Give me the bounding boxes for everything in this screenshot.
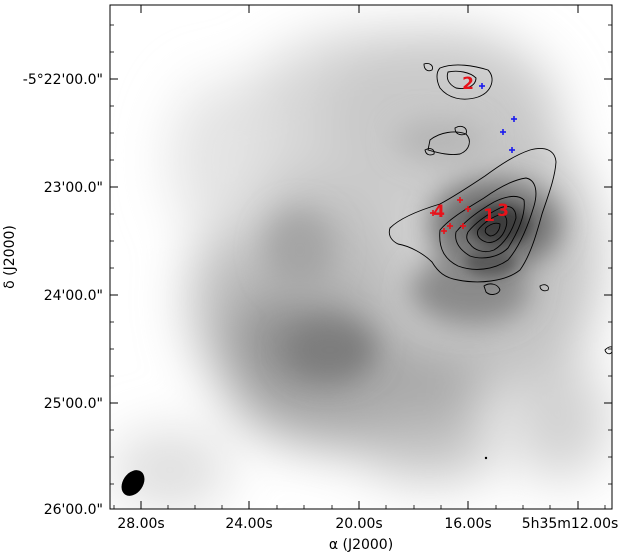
y-tick-label: 23'00.0" bbox=[44, 180, 103, 196]
source-label-2: 2 bbox=[462, 74, 474, 94]
red-source-markers bbox=[430, 197, 471, 234]
source-label-1: 1 bbox=[483, 206, 495, 226]
y-axis-label: δ (J2000) bbox=[2, 225, 18, 289]
source-label-3: 3 bbox=[497, 201, 509, 221]
blue-plus-marker bbox=[500, 129, 506, 135]
contour-lines bbox=[388, 63, 612, 355]
x-tick-label: 5h35m12.00s bbox=[522, 516, 619, 532]
red-plus-marker bbox=[441, 228, 447, 234]
blue-plus-marker bbox=[509, 147, 515, 153]
source-label-4: 4 bbox=[433, 202, 445, 222]
x-tick-label: 24.00s bbox=[225, 516, 272, 532]
red-plus-marker bbox=[447, 223, 453, 229]
greyscale-emission-map bbox=[110, 5, 612, 509]
red-plus-marker bbox=[465, 206, 471, 212]
x-tick-label: 28.00s bbox=[117, 516, 164, 532]
red-plus-marker bbox=[460, 223, 466, 229]
x-tick-label: 20.00s bbox=[335, 516, 382, 532]
blue-plus-marker bbox=[479, 83, 485, 89]
beam-ellipse bbox=[121, 470, 145, 496]
y-tick-label: 25'00.0" bbox=[44, 396, 103, 412]
y-tick-label: -5°22'00.0" bbox=[23, 72, 103, 88]
y-tick-label: 24'00.0" bbox=[44, 288, 103, 304]
blue-source-markers bbox=[479, 83, 517, 153]
y-tick-label: 26'00.0" bbox=[44, 502, 103, 518]
red-plus-marker bbox=[430, 210, 436, 216]
x-axis-label: α (J2000) bbox=[329, 537, 393, 553]
x-tick-label: 16.00s bbox=[444, 516, 491, 532]
blue-plus-marker bbox=[511, 116, 517, 122]
red-plus-marker bbox=[457, 197, 463, 203]
plot-frame bbox=[109, 4, 613, 510]
contour-dot bbox=[484, 456, 488, 460]
minor-tick-marks bbox=[110, 24, 612, 509]
